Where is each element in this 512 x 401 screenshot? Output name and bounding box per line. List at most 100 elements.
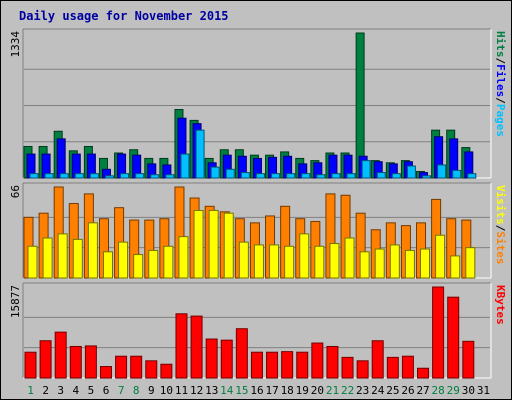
bar-pages-day-18 — [286, 173, 296, 179]
bar-pages-day-6 — [104, 175, 114, 179]
bar-sites-day-25 — [389, 244, 400, 279]
bar-kbytes-day-11 — [175, 313, 188, 379]
x-tick-label-day-27: 27 — [416, 384, 429, 397]
bar-pages-day-11 — [180, 153, 190, 179]
bar-kbytes-day-27 — [417, 367, 430, 379]
bar-pages-day-21 — [331, 173, 341, 179]
x-tick-label-day-28: 28 — [432, 384, 445, 397]
bar-sites-day-7 — [118, 241, 129, 279]
bar-kbytes-day-20 — [311, 342, 324, 379]
x-tick-label-day-2: 2 — [42, 384, 49, 397]
bar-kbytes-day-30 — [462, 340, 475, 379]
bar-pages-day-28 — [437, 164, 447, 179]
y-max-label-kbytes: 15877 — [9, 285, 22, 318]
chart-title: Daily usage for November 2015 — [19, 9, 229, 23]
bar-sites-day-2 — [42, 237, 53, 279]
bar-kbytes-day-29 — [447, 296, 460, 379]
x-tick-label-day-13: 13 — [205, 384, 218, 397]
bar-kbytes-day-28 — [432, 286, 445, 379]
bar-kbytes-day-12 — [190, 315, 203, 379]
bar-sites-day-15 — [238, 241, 249, 279]
bar-sites-day-26 — [404, 249, 415, 279]
bar-kbytes-day-21 — [326, 345, 339, 379]
x-tick-label-day-31: 31 — [477, 384, 490, 397]
x-tick-label-day-14: 14 — [220, 384, 234, 397]
bar-pages-day-16 — [255, 173, 265, 179]
y-max-label-visits-sites: 66 — [9, 185, 22, 198]
bar-kbytes-day-17 — [266, 351, 279, 379]
x-tick-label-day-1: 1 — [27, 384, 34, 397]
bar-kbytes-day-6 — [99, 366, 112, 379]
bar-sites-day-3 — [57, 233, 68, 279]
legend-item-visits: Visits — [494, 185, 507, 225]
x-tick-label-day-29: 29 — [447, 384, 460, 397]
bar-kbytes-day-24 — [371, 340, 384, 379]
bar-pages-day-24 — [376, 172, 386, 179]
x-tick-label-day-22: 22 — [341, 384, 354, 397]
bar-pages-day-2 — [44, 173, 54, 179]
bar-kbytes-day-8 — [130, 355, 143, 379]
x-tick-label-day-19: 19 — [296, 384, 309, 397]
bar-pages-day-13 — [210, 166, 220, 179]
legend-item-files: Files — [494, 64, 507, 97]
x-tick-label-day-21: 21 — [326, 384, 339, 397]
legend-kbytes: KBytes — [494, 285, 507, 325]
bar-pages-day-19 — [301, 173, 311, 179]
x-tick-label-day-16: 16 — [250, 384, 263, 397]
legend-pages-files-hits: Hits/Files/Pages — [494, 31, 507, 137]
bar-pages-day-9 — [150, 174, 160, 179]
x-tick-label-day-7: 7 — [118, 384, 125, 397]
legend-item-hits: Hits — [494, 31, 507, 58]
bar-pages-day-17 — [271, 173, 281, 179]
bar-pages-day-12 — [195, 129, 205, 179]
bar-pages-day-25 — [391, 173, 401, 179]
bar-kbytes-day-2 — [39, 340, 52, 379]
bar-kbytes-day-22 — [341, 356, 354, 379]
plot-area-pages-files-hits — [23, 29, 491, 178]
bar-pages-day-22 — [346, 173, 356, 179]
x-tick-label-day-23: 23 — [356, 384, 369, 397]
bar-kbytes-day-7 — [115, 355, 128, 379]
bar-sites-day-6 — [102, 251, 113, 279]
legend-separator: / — [494, 97, 507, 104]
bar-sites-day-10 — [163, 245, 174, 279]
legend-separator: / — [494, 225, 507, 232]
bar-sites-day-13 — [208, 209, 219, 279]
x-tick-label-day-9: 9 — [148, 384, 155, 397]
bar-sites-day-8 — [133, 254, 144, 279]
bar-pages-day-26 — [406, 165, 416, 179]
x-tick-label-day-24: 24 — [371, 384, 385, 397]
bar-sites-day-28 — [435, 234, 446, 279]
x-tick-label-day-4: 4 — [73, 384, 80, 397]
bar-sites-day-19 — [299, 233, 310, 279]
bar-sites-day-18 — [284, 245, 295, 279]
x-tick-label-day-25: 25 — [386, 384, 399, 397]
legend-item-pages: Pages — [494, 104, 507, 137]
x-tick-label-day-8: 8 — [133, 384, 140, 397]
x-tick-label-day-30: 30 — [462, 384, 475, 397]
bar-sites-day-17 — [269, 244, 280, 279]
bar-sites-day-23 — [359, 251, 370, 279]
bar-kbytes-day-4 — [69, 345, 82, 379]
bar-pages-day-7 — [120, 173, 130, 179]
bar-pages-day-1 — [29, 173, 39, 179]
x-tick-label-day-12: 12 — [190, 384, 203, 397]
bar-pages-day-3 — [59, 173, 69, 179]
bar-pages-day-27 — [422, 175, 432, 179]
bar-kbytes-day-14 — [220, 339, 233, 379]
bar-pages-day-10 — [165, 174, 175, 179]
bar-sites-day-9 — [148, 249, 159, 279]
legend-item-sites: Sites — [494, 231, 507, 264]
bar-sites-day-21 — [329, 243, 340, 279]
bar-sites-day-20 — [314, 245, 325, 279]
x-tick-label-day-6: 6 — [103, 384, 110, 397]
bar-kbytes-day-15 — [235, 328, 248, 379]
bar-sites-day-29 — [450, 255, 461, 279]
x-tick-label-day-17: 17 — [265, 384, 278, 397]
bar-pages-day-29 — [452, 169, 462, 179]
bar-kbytes-day-18 — [281, 351, 294, 379]
bar-pages-day-8 — [135, 173, 145, 179]
bar-sites-day-4 — [72, 238, 83, 279]
